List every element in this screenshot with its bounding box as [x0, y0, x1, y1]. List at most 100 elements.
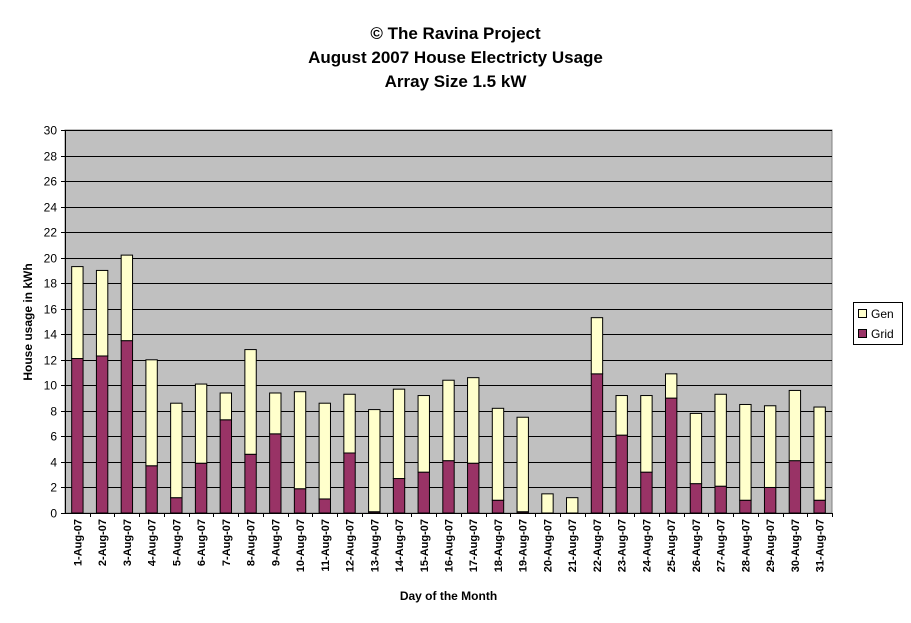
x-tick-label: 19-Aug-07 [518, 519, 530, 572]
bar-grid [813, 499, 826, 514]
y-tick-label: 26 [44, 175, 58, 189]
bar-grid [763, 486, 777, 514]
x-tick-label: 25-Aug-07 [666, 519, 678, 572]
bar-grid [194, 462, 208, 514]
x-tick-label: 7-Aug-07 [221, 519, 233, 566]
bar-gen [640, 395, 653, 473]
bar-gen [714, 393, 727, 487]
bar-grid [640, 471, 653, 514]
x-tick-label: 13-Aug-07 [369, 519, 381, 572]
bar-grid [467, 462, 480, 514]
y-tick-label: 16 [44, 303, 58, 317]
bar-gen [318, 402, 331, 500]
x-tick-label: 16-Aug-07 [444, 519, 456, 572]
y-tick-label: 2 [50, 481, 57, 495]
x-tick-label: 31-Aug-07 [815, 519, 827, 572]
x-tick-label: 15-Aug-07 [419, 519, 431, 572]
chart-legend: Gen Grid [853, 302, 903, 345]
y-tick-label: 10 [44, 379, 58, 393]
bar-grid [615, 434, 628, 514]
bar-gen [664, 373, 678, 399]
x-tick-label: 18-Aug-07 [493, 519, 505, 572]
x-tick-label: 20-Aug-07 [542, 519, 554, 572]
bar-grid [293, 488, 307, 514]
bar-gen [590, 317, 604, 375]
x-tick-label: 28-Aug-07 [740, 519, 752, 572]
x-tick-label: 23-Aug-07 [617, 519, 629, 572]
bar-grid [739, 499, 752, 514]
legend-item-grid: Grid [858, 327, 894, 341]
bar-gen [541, 493, 554, 514]
bar-gen [566, 497, 579, 514]
bar-gen [615, 395, 628, 436]
bar-grid [120, 340, 134, 514]
bar-gen [739, 403, 752, 501]
bar-gen [392, 388, 406, 480]
bar-gen [244, 349, 257, 455]
bar-grid [170, 497, 183, 514]
x-tick-label: 6-Aug-07 [196, 519, 208, 566]
x-tick-label: 21-Aug-07 [567, 519, 579, 572]
bar-grid [318, 498, 331, 514]
bar-gen [813, 406, 826, 501]
bar-grid [71, 358, 84, 514]
bar-grid [343, 452, 356, 514]
chart-title-line-1: © The Ravina Project [370, 24, 541, 43]
x-tick-label: 2-Aug-07 [97, 519, 109, 566]
x-tick-label: 27-Aug-07 [716, 519, 728, 572]
y-axis-title: House usage in kWh [21, 263, 35, 381]
bar-gen [368, 409, 381, 513]
bar-gen [763, 405, 777, 488]
x-tick-label: 26-Aug-07 [691, 519, 703, 572]
y-tick-label: 8 [50, 405, 57, 419]
bar-grid [590, 373, 604, 514]
y-tick-label: 6 [50, 430, 57, 444]
x-tick-label: 8-Aug-07 [246, 519, 258, 566]
y-tick-label: 20 [44, 252, 58, 266]
bar-grid [392, 478, 406, 514]
x-tick-label: 9-Aug-07 [270, 519, 282, 566]
x-tick-label: 10-Aug-07 [295, 519, 307, 572]
legend-label-gen: Gen [871, 307, 894, 321]
y-tick-label: 4 [50, 456, 57, 470]
bar-grid [664, 397, 678, 514]
bar-gen [145, 359, 158, 467]
bar-grid [95, 355, 109, 514]
bar-gen [120, 254, 134, 342]
bar-gen [170, 402, 183, 499]
bar-gen [95, 269, 109, 357]
x-tick-label: 29-Aug-07 [765, 519, 777, 572]
bar-gen [788, 389, 802, 462]
y-tick-label: 12 [44, 354, 58, 368]
x-tick-label: 5-Aug-07 [171, 519, 183, 566]
legend-swatch-grid [858, 329, 867, 339]
x-tick-label: 17-Aug-07 [468, 519, 480, 572]
bar-gen [417, 395, 430, 473]
bar-gen [516, 416, 529, 513]
legend-swatch-gen [858, 309, 867, 319]
bar-grid [689, 483, 703, 514]
y-tick-label: 30 [44, 124, 58, 138]
y-tick-label: 0 [50, 507, 57, 521]
x-tick-label: 11-Aug-07 [320, 519, 332, 572]
bar-grid [269, 433, 282, 514]
x-tick-label: 14-Aug-07 [394, 519, 406, 572]
chart-title-line-3: Array Size 1.5 kW [384, 72, 527, 91]
bar-gen [491, 407, 505, 501]
bar-grid [788, 460, 802, 514]
x-axis-title: Day of the Month [399, 589, 498, 603]
x-tick-label: 12-Aug-07 [345, 519, 357, 572]
bar-gen [442, 379, 455, 462]
y-tick-label: 28 [44, 150, 58, 164]
bar-grid [417, 471, 430, 514]
bar-grid [491, 499, 505, 514]
bar-gen [269, 392, 282, 435]
chart-title-line-2: August 2007 House Electricty Usage [308, 48, 603, 67]
bar-grid [219, 419, 233, 514]
bar-gen [219, 392, 233, 421]
y-tick-label: 18 [44, 277, 58, 291]
bar-gen [689, 412, 703, 485]
legend-label-grid: Grid [871, 327, 894, 341]
y-tick-label: 14 [44, 328, 58, 342]
